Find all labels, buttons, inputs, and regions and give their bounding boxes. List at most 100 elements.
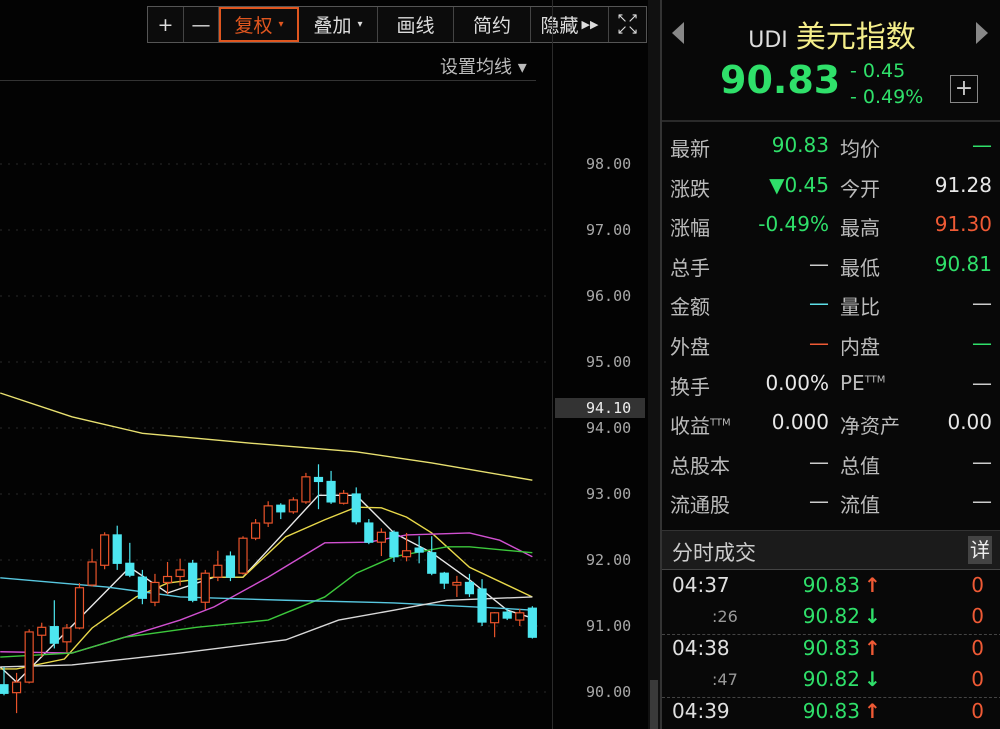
- stat-value: -0.49%: [758, 212, 829, 237]
- quote-panel: UDI 美元指数 90.83 - 0.45 - 0.49% + 最新 90.83 均…: [660, 0, 1000, 729]
- candle-body: [225, 555, 236, 578]
- trade-volume: 0: [971, 667, 984, 691]
- arrow-down-icon: ↓: [864, 604, 881, 628]
- hide-button[interactable]: 隐藏 ▶▶: [531, 7, 609, 42]
- trade-price: 90.83: [802, 573, 860, 597]
- candle-body: [251, 522, 261, 539]
- trade-time: 04:39: [672, 699, 730, 723]
- overlay-dropdown[interactable]: 叠加 ▾: [299, 7, 378, 42]
- candle-body: [37, 626, 47, 636]
- candle-up: [11, 672, 22, 714]
- fullscreen-button[interactable]: ↖↗ ↙↘: [609, 7, 646, 42]
- price-change: - 0.45 - 0.49%: [850, 58, 923, 110]
- zoom-in-button[interactable]: +: [148, 7, 184, 42]
- trade-ticks-header: 分时成交 详: [662, 530, 1000, 570]
- candle-body: [175, 569, 185, 578]
- trade-price: 90.83: [802, 636, 860, 660]
- candle-up: [490, 612, 500, 638]
- stat-label: 最高: [840, 212, 880, 241]
- stat-value: 91.30: [934, 212, 992, 237]
- trade-row: 04:39 90.83 ↑ 0: [662, 697, 1000, 728]
- candle-up: [238, 536, 248, 575]
- stat-label-text: 总股本: [670, 453, 730, 478]
- candle-up: [452, 575, 462, 597]
- candle-body: [351, 493, 361, 523]
- stat-label: 换手: [670, 371, 710, 400]
- stat-label-text: 换手: [670, 374, 710, 399]
- stat-label-text: 最新: [670, 137, 710, 161]
- simple-mode-button[interactable]: 简约: [454, 7, 531, 42]
- candle-body: [439, 572, 449, 584]
- draw-line-button[interactable]: 画线: [378, 7, 454, 42]
- price-tick-label: 95.00: [586, 353, 632, 371]
- stat-label: 流值: [840, 489, 880, 518]
- scrollbar[interactable]: [648, 0, 660, 729]
- stat-row: 收益TTM 0.000 净资产 0.00: [670, 410, 992, 446]
- price-tick-label: 97.00: [586, 221, 632, 239]
- kline-chart-area[interactable]: + — 复权 ▾ 叠加 ▾ 画线 简约 隐藏 ▶▶ ↖↗ ↙↘ 设置均线 ▾ 98.00…: [0, 0, 660, 729]
- candle-body: [87, 561, 97, 586]
- stat-value: —: [809, 449, 829, 474]
- candle-up: [251, 519, 261, 541]
- candle-up: [515, 608, 525, 626]
- candle-down: [125, 542, 135, 578]
- stat-label-text: 外盘: [670, 335, 710, 359]
- candle-up: [175, 558, 185, 586]
- stat-label: 涨跌: [670, 173, 710, 202]
- trade-time: 04:38: [672, 636, 730, 660]
- trade-volume: 0: [971, 636, 984, 660]
- trade-row: :26 90.82 ↓ 0: [662, 602, 1000, 633]
- chevron-down-icon: ▾: [357, 19, 363, 30]
- trade-ticks-title: 分时成交: [672, 541, 756, 565]
- stat-row: 金额 — 量比 —: [670, 291, 992, 327]
- stat-value: —: [972, 489, 992, 514]
- candle-down: [464, 573, 475, 597]
- candle-body: [276, 504, 286, 513]
- stat-value: —: [809, 331, 829, 355]
- candle-down: [225, 551, 236, 582]
- candlestick-plot[interactable]: [0, 0, 552, 729]
- instrument-title: UDI 美元指数: [662, 12, 1000, 56]
- stat-label-text: 金额: [670, 295, 710, 320]
- stat-row: 涨跌 ▼0.45 今开 91.28: [670, 173, 992, 209]
- candle-body: [200, 572, 210, 603]
- candle-down: [502, 608, 512, 621]
- trade-volume: 0: [971, 699, 984, 723]
- trade-volume: 0: [971, 573, 984, 597]
- candle-up: [87, 548, 97, 587]
- stat-value: 91.28: [934, 172, 992, 197]
- ma_white-line: [0, 596, 533, 668]
- change-value: - 0.45: [850, 60, 906, 82]
- candle-body: [376, 531, 386, 543]
- next-arrow-icon[interactable]: [976, 22, 988, 44]
- ma_yellow_long-line: [0, 392, 533, 481]
- candle-body: [477, 588, 487, 623]
- stat-label: 内盘: [840, 331, 880, 360]
- candle-body: [213, 564, 223, 578]
- stat-label: 最低: [840, 252, 880, 281]
- adjust-dropdown[interactable]: 复权 ▾: [219, 7, 299, 42]
- ma-setting-dropdown[interactable]: 设置均线 ▾: [440, 57, 527, 78]
- scrollbar-thumb[interactable]: [650, 680, 658, 729]
- chart-toolbar: + — 复权 ▾ 叠加 ▾ 画线 简约 隐藏 ▶▶ ↖↗ ↙↘: [147, 6, 647, 43]
- stat-value: —: [972, 291, 992, 316]
- candle-down: [137, 569, 147, 605]
- stat-label-text: 最低: [840, 255, 880, 280]
- candle-body: [11, 681, 22, 694]
- trade-time: 04:37: [672, 573, 730, 597]
- candle-body: [301, 476, 311, 503]
- previous-arrow-icon[interactable]: [672, 22, 684, 44]
- ma_cyan-line: [0, 577, 533, 611]
- stat-label: 总手: [670, 252, 710, 281]
- stat-value: —: [972, 449, 992, 474]
- stat-label-text: 总手: [670, 255, 710, 280]
- add-watchlist-button[interactable]: +: [950, 75, 978, 103]
- candle-body: [414, 547, 424, 553]
- arrow-up-icon: ↑: [864, 636, 881, 660]
- detail-button[interactable]: 详: [968, 536, 992, 564]
- zoom-out-button[interactable]: —: [184, 7, 219, 42]
- expand-arrows-icon: ↖↗ ↙↘: [616, 10, 639, 38]
- candle-up: [263, 501, 273, 527]
- stat-label: 净资产: [840, 410, 900, 439]
- candle-body: [24, 631, 34, 683]
